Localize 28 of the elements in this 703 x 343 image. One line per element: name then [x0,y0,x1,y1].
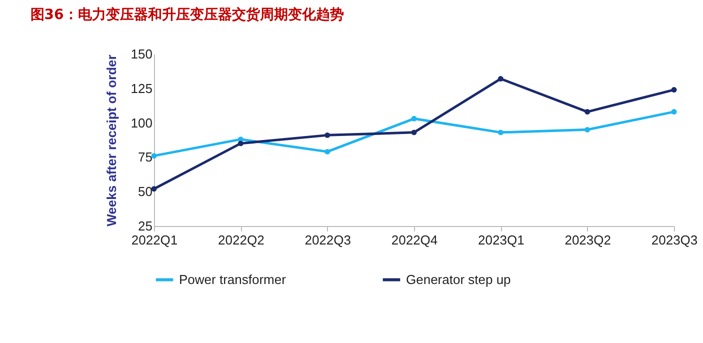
point [238,140,244,146]
x-tick-label: 2022Q4 [391,232,438,248]
x-tick-label: 2022Q2 [218,232,264,248]
y-tick-label: 50 [138,184,152,200]
point [498,130,504,136]
point [584,126,590,132]
point [498,76,504,82]
y-tick-label: 150 [130,46,152,62]
point [584,109,590,115]
y-tick-label: 75 [138,150,152,165]
x-tick-label: 2023Q2 [564,232,611,248]
x-tick-label: 2022Q1 [131,232,178,248]
y-tick-label: 125 [130,80,152,96]
point [411,116,417,122]
x-tick-label: 2023Q1 [478,232,524,248]
point [324,148,330,154]
point [671,87,677,93]
x-tick-label: 2023Q3 [651,232,698,248]
point [671,109,677,115]
y-axis-title: Weeks after receipt of order [104,54,119,226]
legend-label: Power transformer [179,272,287,287]
point [411,130,417,136]
x-tick-label: 2022Q3 [304,232,351,248]
chart-title: 图36：电力变压器和升压变压器交货周期变化趋势 [30,6,344,23]
y-tick-label: 25 [138,218,152,234]
y-tick-label: 100 [130,115,152,130]
point [324,132,330,138]
legend-label: Generator step up [406,272,511,287]
